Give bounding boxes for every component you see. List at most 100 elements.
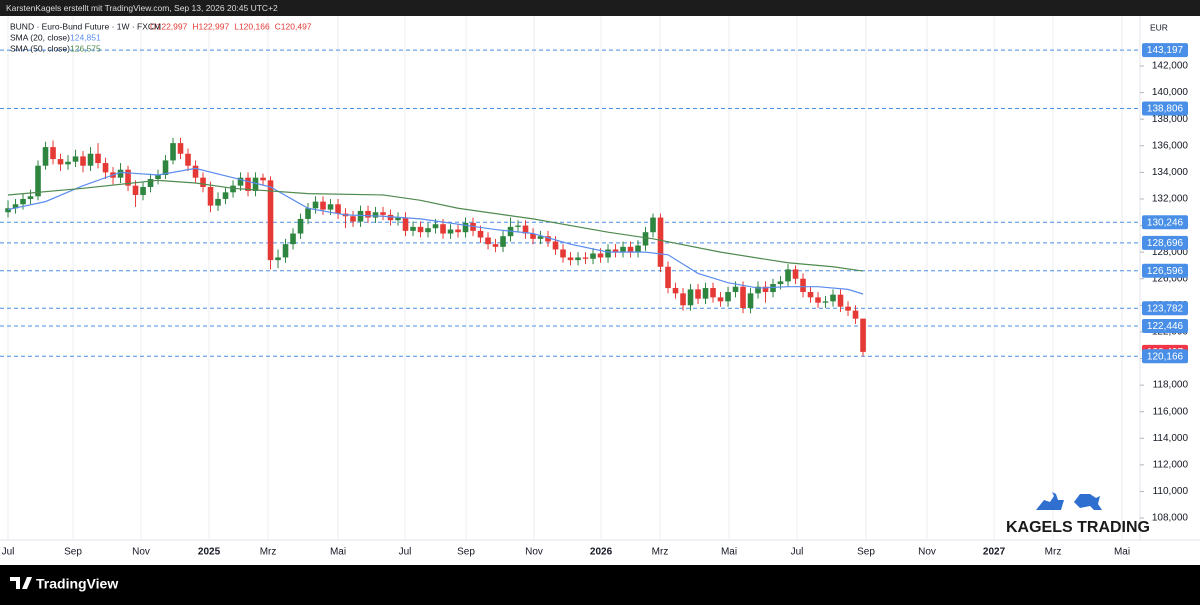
candle-body bbox=[417, 226, 424, 233]
y-tick-label: 112,000 bbox=[1153, 460, 1189, 471]
ohlc-label: O122,997 bbox=[150, 21, 188, 31]
candle-body bbox=[80, 156, 86, 166]
candle-body bbox=[312, 201, 319, 209]
x-tick-label: Nov bbox=[525, 547, 543, 558]
y-tick-label: 134,000 bbox=[1152, 167, 1189, 178]
ohlc-label: H122,997 bbox=[192, 21, 229, 31]
candle-body bbox=[500, 236, 506, 247]
candle-body bbox=[492, 244, 499, 247]
candle-body bbox=[200, 177, 206, 187]
candle-body bbox=[485, 237, 491, 245]
candle-body bbox=[192, 165, 199, 178]
candle-body bbox=[87, 153, 94, 166]
candle-body bbox=[327, 204, 334, 210]
candle-body bbox=[665, 266, 671, 289]
candle-body bbox=[432, 224, 439, 229]
candle-body bbox=[125, 169, 131, 186]
candle-body bbox=[455, 229, 461, 233]
sma-line bbox=[7, 179, 864, 272]
candle-body bbox=[785, 269, 791, 282]
overlay: 143,197 138,806 130,246 128,696 126,596 123,7… bbox=[10, 21, 1188, 364]
candle-body bbox=[635, 245, 641, 253]
candle-body bbox=[35, 165, 41, 197]
candle-body bbox=[695, 289, 701, 299]
candle-body bbox=[252, 177, 259, 191]
candle-body bbox=[155, 175, 161, 180]
candle-body bbox=[650, 217, 656, 233]
candle-body bbox=[380, 212, 386, 215]
candle-body bbox=[50, 147, 56, 160]
footer-text: TradingView bbox=[36, 576, 118, 592]
candle-body bbox=[627, 246, 634, 253]
bear-icon bbox=[1074, 494, 1102, 510]
candle-body bbox=[20, 198, 26, 205]
candle-body bbox=[215, 198, 221, 206]
candle-body bbox=[335, 204, 341, 214]
candle-body bbox=[777, 281, 784, 285]
candle-body bbox=[770, 284, 776, 293]
candle-body bbox=[260, 177, 266, 181]
candle-body bbox=[530, 233, 536, 239]
x-tick-label: 2027 bbox=[983, 547, 1006, 558]
candle-body bbox=[425, 228, 431, 233]
candle-body bbox=[147, 179, 154, 187]
y-tick-label: 118,000 bbox=[1153, 380, 1189, 391]
candle-body bbox=[267, 180, 274, 261]
candle-body bbox=[597, 253, 604, 258]
candle-body bbox=[65, 161, 71, 165]
level-label: 126,596 bbox=[1147, 266, 1184, 277]
level-label-box bbox=[1142, 235, 1188, 250]
y-tick-label: 140,000 bbox=[1152, 87, 1189, 98]
y-tick-label: 142,000 bbox=[1152, 61, 1189, 72]
level-label-box bbox=[1142, 318, 1188, 333]
candle-body bbox=[710, 288, 716, 298]
candle-body bbox=[350, 216, 356, 222]
candle-body bbox=[620, 246, 626, 253]
level-label: 122,446 bbox=[1147, 321, 1184, 332]
candle-body bbox=[95, 153, 101, 164]
candle-body bbox=[860, 318, 866, 352]
candle-body bbox=[800, 278, 806, 293]
logo-text: KAGELS TRADING bbox=[1006, 519, 1150, 536]
candle-body bbox=[290, 233, 296, 245]
candle-body bbox=[582, 257, 589, 259]
footer-bar bbox=[0, 565, 1200, 605]
level-label-box bbox=[1142, 301, 1188, 316]
legend-value: 126,575 bbox=[70, 43, 101, 53]
candle-body bbox=[567, 257, 574, 261]
y-tick-label: 126,000 bbox=[1152, 273, 1189, 284]
candle-body bbox=[440, 224, 446, 234]
candle-body bbox=[560, 249, 566, 258]
level-label: 130,246 bbox=[1147, 217, 1184, 228]
candle-body bbox=[395, 217, 401, 221]
candle-body bbox=[282, 244, 289, 258]
candle-body bbox=[177, 143, 184, 154]
candle-body bbox=[830, 294, 836, 302]
candle-body bbox=[387, 214, 394, 221]
symbol-line: BUND · Euro-Bund Future · 1W · FXCM bbox=[10, 21, 161, 31]
candle-body bbox=[522, 225, 529, 234]
level-label-box bbox=[1142, 263, 1188, 278]
candle-body bbox=[447, 229, 454, 234]
top-bar bbox=[0, 0, 1200, 16]
candle-body bbox=[117, 169, 124, 178]
level-label-box bbox=[1142, 101, 1188, 116]
y-tick-label: 116,000 bbox=[1153, 406, 1189, 417]
candle-body bbox=[515, 225, 521, 227]
candle-body bbox=[575, 257, 581, 261]
candle-body bbox=[365, 210, 371, 218]
x-tick-label: Jul bbox=[2, 547, 15, 558]
y-tick-label: 136,000 bbox=[1152, 140, 1189, 151]
candle-body bbox=[320, 201, 326, 210]
ohlc-label: L120,166 bbox=[234, 21, 270, 31]
candle-body bbox=[762, 286, 769, 293]
candle-body bbox=[642, 232, 649, 246]
candle-body bbox=[102, 163, 109, 173]
candle-body bbox=[297, 218, 304, 234]
candle-body bbox=[807, 292, 814, 298]
candle-body bbox=[237, 177, 244, 186]
x-tick-label: Mai bbox=[721, 547, 737, 558]
x-tick-label: Mrz bbox=[652, 547, 669, 558]
candle-body bbox=[740, 286, 746, 308]
